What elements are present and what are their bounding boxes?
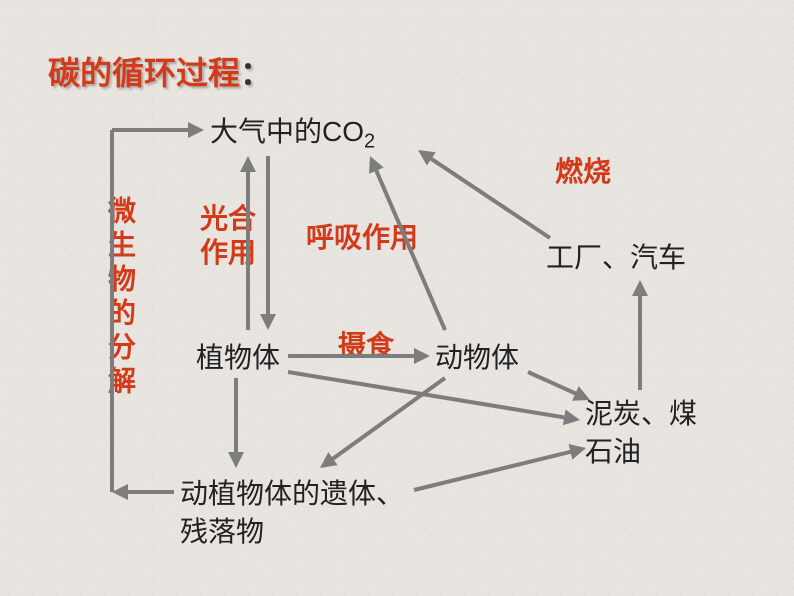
label-photosynthesis: 光合 作用 [200,202,256,269]
label-combustion: 燃烧 [555,150,611,190]
arrow-remains-to-fossil [414,444,586,490]
arrow-microbe-to-atmosphere-h [112,122,204,138]
arrow-factory-to-atmosphere [418,150,550,238]
label-microbial-decomposition: 微生物的分解 [100,196,140,400]
arrow-remains-to-microbe-h [112,484,174,500]
label-respiration: 呼吸作用 [306,216,418,256]
arrow-atmosphere-to-plant [260,156,276,330]
diagram-title: 碳的循环过程： [48,48,272,94]
node-animal: 动物体 [435,336,519,376]
arrow-plant-to-fossil [288,372,580,425]
node-plant: 植物体 [196,336,280,376]
node-atmosphere: 大气中的CO2 [210,110,375,154]
title-text: 碳的循环过程 [48,55,240,91]
arrow-animal-to-fossil [528,372,590,401]
node-fossil: 泥炭、煤 石油 [585,395,697,471]
arrow-fossil-to-factory [632,280,648,390]
node-factory: 工厂、汽车 [546,236,686,276]
node-remains: 动植物体的遗体、 残落物 [180,475,404,551]
title-colon: ： [240,55,272,91]
arrow-plant-to-remains [228,378,244,468]
label-feeding: 摄食 [338,324,394,364]
arrow-animal-to-remains [320,378,445,468]
